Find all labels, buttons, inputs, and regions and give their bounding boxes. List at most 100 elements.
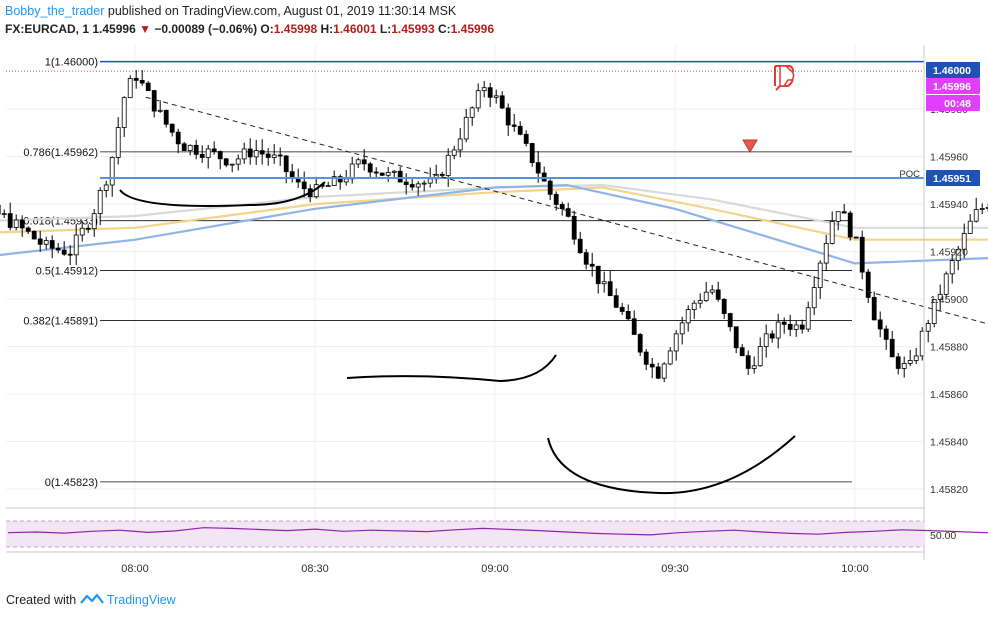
candle-body [223, 158, 229, 166]
candle-body [979, 208, 985, 210]
candle-body [127, 77, 133, 99]
candle-body [193, 144, 199, 155]
candle-body [451, 149, 457, 156]
author-link[interactable]: Bobby_the_trader [5, 4, 105, 18]
price-label-text: 00:48 [944, 98, 971, 110]
publish-info: published on TradingView.com, August 01,… [107, 4, 457, 18]
tradingview-link[interactable]: TradingView [106, 593, 176, 607]
thumbs-down-icon-fill [779, 65, 795, 87]
candle-body [457, 138, 463, 151]
candle-body [241, 148, 247, 160]
time-tick-label: 08:00 [121, 563, 149, 575]
candle-body [199, 153, 205, 158]
candle-body [385, 171, 391, 176]
candle-body [151, 90, 157, 112]
candle-body [25, 227, 31, 232]
candle-body [907, 360, 913, 364]
fib-level-label: 0.786(1.45962) [23, 147, 98, 159]
candle-body [769, 333, 775, 339]
candle-body [475, 90, 481, 109]
rsi-pane: 50.00 [6, 520, 988, 548]
chart-drawings[interactable]: POC [6, 45, 988, 560]
candle-body [673, 333, 679, 352]
candle-body [235, 158, 241, 165]
candle-body [565, 208, 571, 217]
candle-body [277, 154, 283, 157]
candle-body [157, 109, 163, 112]
candle-body [331, 176, 337, 186]
candle-body [463, 116, 469, 140]
open-value: 1.45998 [273, 22, 318, 36]
candle-body [355, 159, 361, 165]
candle-body [13, 219, 19, 228]
candle-body [409, 184, 415, 188]
price-label-bg [926, 169, 980, 186]
price-label-bg [926, 78, 980, 94]
candle-body [187, 144, 193, 151]
candle-body [85, 227, 91, 230]
candle-body [955, 248, 961, 261]
candle-body [745, 355, 751, 369]
time-tick-label: 08:30 [301, 563, 329, 575]
candle-body [661, 363, 667, 379]
price-tick-label: 1.45940 [930, 199, 968, 211]
price-labels: 1.46000 1.45996 00:48 1.45951 [926, 62, 980, 186]
symbol-label[interactable]: FX:EURCAD, 1 [5, 22, 90, 36]
candle-body [271, 154, 277, 158]
candle-body [985, 206, 988, 209]
time-tick-label: 09:00 [481, 563, 509, 575]
price-axis[interactable]: 1.459801.459601.459401.459201.459001.458… [930, 104, 968, 496]
candle-body [643, 351, 649, 365]
price-tick-label: 1.45840 [930, 437, 968, 449]
price-tick-label: 1.45900 [930, 294, 968, 306]
fibonacci-retracement[interactable]: 1(1.46000)0.786(1.45962)0.618(1.45933)0.… [23, 57, 852, 489]
candle-body [775, 321, 781, 339]
candle-body [43, 240, 49, 245]
candle-body [145, 82, 151, 91]
trendline [145, 96, 988, 325]
candle-body [913, 355, 919, 361]
candle-body [139, 79, 145, 84]
candle-body [55, 247, 61, 251]
time-tick-label: 10:00 [841, 563, 869, 575]
candle-body [37, 238, 43, 245]
candle-body [853, 236, 859, 239]
candle-body [739, 347, 745, 357]
candle-body [247, 148, 253, 158]
candle-body [751, 365, 757, 369]
candle-body [61, 249, 67, 255]
candle-body [343, 178, 349, 183]
candle-body [967, 220, 973, 234]
candle-body [97, 190, 103, 215]
candle-body [889, 338, 895, 358]
price-tick-label: 1.45860 [930, 389, 968, 401]
candle-body [175, 131, 181, 145]
candle-body [781, 321, 787, 325]
price-label-bg [926, 62, 980, 78]
candle-body [391, 170, 397, 173]
candle-body [367, 163, 373, 173]
close-value: 1.45996 [450, 22, 495, 36]
fib-level-label: 0.5(1.45912) [36, 266, 98, 278]
candle-body [211, 148, 217, 152]
candle-body [439, 173, 445, 176]
candle-body [757, 346, 763, 367]
high-value: 1.46001 [333, 22, 377, 36]
candle-body [859, 236, 865, 273]
candle-body [691, 302, 697, 310]
candle-body [181, 143, 187, 151]
candle-body [115, 127, 121, 158]
candle-body [883, 328, 889, 340]
time-axis[interactable]: 07:3008:0008:3009:0009:3010:0010:3011:00… [0, 563, 988, 575]
candle-body [649, 363, 655, 368]
candle-body [835, 211, 841, 222]
candle-body [79, 227, 85, 236]
candle-body [511, 124, 517, 127]
candle-body [7, 213, 13, 228]
candle-body [805, 307, 811, 330]
candle-body [493, 95, 499, 98]
candle-body [361, 159, 367, 165]
low-label: L: [379, 22, 392, 36]
candle-body [931, 299, 937, 324]
